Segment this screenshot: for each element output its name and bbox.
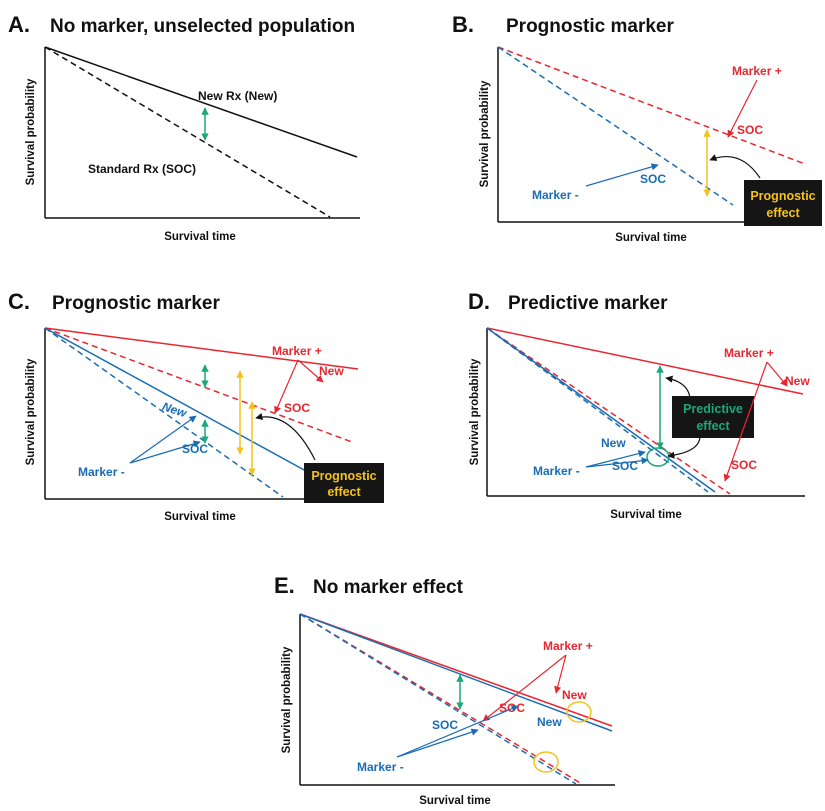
panel-c-marker-pos-soc-arrow [274, 359, 299, 414]
panel-e-marker-neg-new-line [299, 613, 613, 732]
panel-b-prognostic-box [744, 180, 822, 226]
panel-d-new-blue-label: New [601, 436, 626, 450]
panel-d-marker-pos-soc-arrow [723, 361, 768, 482]
panel-e-marker-neg-soc-line [299, 613, 577, 785]
panel-d-box-line1: Predictive [683, 402, 743, 416]
panel-d-new-red-label: New [785, 374, 810, 388]
panel-c-marker-neg-label: Marker - [78, 465, 125, 479]
panel-d-marker-neg-new-arrow [585, 450, 646, 468]
panel-d: D. Predictive marker Survival time Survi… [468, 289, 810, 521]
panel-a-y-axis-label: Survival probability [25, 78, 37, 185]
panel-e: E. No marker effect Survival time Surviv… [274, 573, 615, 807]
panel-e-marker-pos-soc-line [299, 613, 583, 785]
panel-d-marker-neg-soc-arrow [585, 457, 649, 468]
panel-d-box-pointer-bottom [667, 435, 701, 459]
panel-c-letter: C. [8, 289, 30, 314]
panel-d-marker-pos-new-arrow [766, 361, 788, 387]
panel-e-marker-neg-soc-arrow [396, 728, 479, 758]
panel-c-box-pointer [255, 413, 316, 461]
panel-b-marker-neg-soc-line [497, 46, 734, 206]
panel-c-y-axis-label: Survival probability [25, 358, 37, 465]
panel-c-new-blue-label: New [160, 399, 188, 420]
panel-d-marker-pos-new-line [486, 327, 804, 395]
panel-e-axes [299, 614, 615, 786]
panel-d-marker-pos-soc-line [486, 327, 731, 495]
panel-e-letter: E. [274, 573, 295, 598]
panel-e-highlight-circle-new [566, 701, 592, 723]
panel-e-y-axis-label: Survival probability [281, 646, 293, 753]
panel-d-marker-neg-new-line [486, 327, 716, 493]
panel-c-soc-blue-label: SOC [182, 442, 208, 456]
panel-a-axes [44, 47, 360, 219]
panel-e-x-axis-label: Survival time [419, 795, 491, 807]
panel-b-marker-pos-arrow [727, 79, 758, 138]
panel-d-x-axis-label: Survival time [610, 509, 682, 521]
panel-d-soc-blue-label: SOC [612, 459, 638, 473]
panel-c-box-line2: effect [327, 485, 361, 499]
panel-b-marker-neg-label: Marker - [532, 188, 579, 202]
panel-a-title: No marker, unselected population [50, 16, 355, 37]
panel-b: B. Prognostic marker Survival time Survi… [452, 12, 822, 244]
panel-d-y-axis-label: Survival probability [469, 358, 481, 465]
panel-b-letter: B. [452, 12, 474, 37]
panel-d-soc-red-label: SOC [731, 458, 757, 472]
panel-d-predictive-box [672, 396, 754, 438]
panel-c-marker-neg-new-arrow [129, 415, 197, 464]
panel-e-marker-pos-soc-arrow [482, 654, 567, 722]
panel-b-marker-neg-arrow [585, 163, 659, 187]
panel-a-soc-line [44, 46, 331, 218]
panel-a-letter: A. [8, 12, 30, 37]
panel-b-box-line2: effect [766, 206, 800, 220]
panel-b-soc-red-label: SOC [737, 123, 763, 137]
panel-c-marker-neg-new-line [44, 327, 307, 472]
panel-a-new-line [44, 46, 358, 158]
panel-d-box-line2: effect [696, 419, 730, 433]
panel-a: A. No marker, unselected population Surv… [8, 12, 360, 243]
panel-c-marker-pos-soc-line [44, 327, 353, 443]
panel-b-marker-pos-soc-line [497, 46, 806, 165]
panel-c-marker-pos-label: Marker + [272, 344, 322, 358]
panel-b-box-pointer [709, 154, 761, 179]
panel-c: C. Prognostic marker Survival time Survi… [8, 289, 384, 523]
panel-c-marker-pos-new-arrow [297, 359, 324, 383]
panel-e-new-red-label: New [562, 688, 587, 702]
panel-a-x-axis-label: Survival time [164, 231, 236, 243]
panel-d-marker-pos-label: Marker + [724, 346, 774, 360]
panel-d-marker-neg-soc-line [486, 327, 709, 493]
panel-c-marker-neg-soc-arrow [129, 440, 201, 464]
panel-c-marker-neg-soc-line [44, 327, 284, 498]
panel-d-title: Predictive marker [508, 293, 668, 314]
panel-b-x-axis-label: Survival time [615, 232, 687, 244]
panel-e-marker-pos-label: Marker + [543, 639, 593, 653]
panel-d-letter: D. [468, 289, 490, 314]
panel-e-marker-neg-label: Marker - [357, 760, 404, 774]
panel-c-title: Prognostic marker [52, 293, 220, 314]
panel-e-marker-neg-new-arrow [396, 705, 519, 758]
panel-d-axes [486, 328, 805, 497]
panel-c-box-line1: Prognostic [311, 469, 376, 483]
panel-b-title: Prognostic marker [506, 16, 674, 37]
panel-e-new-blue-label: New [537, 715, 562, 729]
panel-b-box-line1: Prognostic [750, 189, 815, 203]
panel-b-y-axis-label: Survival probability [479, 80, 491, 187]
panel-c-prognostic-box [304, 463, 384, 503]
panel-e-highlight-circle-soc [533, 751, 559, 773]
panel-e-marker-pos-new-line [299, 613, 613, 727]
panel-b-marker-pos-label: Marker + [732, 64, 782, 78]
panel-b-soc-blue-label: SOC [640, 172, 666, 186]
panel-d-marker-neg-label: Marker - [533, 464, 580, 478]
panel-c-x-axis-label: Survival time [164, 511, 236, 523]
panel-e-marker-pos-new-arrow [554, 654, 567, 694]
panel-c-new-red-label: New [319, 364, 344, 378]
panel-a-new-label: New Rx (New) [198, 89, 277, 103]
panel-c-soc-red-label: SOC [284, 401, 310, 415]
panel-e-title: No marker effect [313, 577, 464, 598]
panel-d-box-pointer-top [665, 375, 691, 399]
panel-a-soc-label: Standard Rx (SOC) [88, 162, 196, 176]
panel-e-soc-blue-label: SOC [432, 718, 458, 732]
panel-c-marker-pos-new-line [44, 327, 359, 370]
